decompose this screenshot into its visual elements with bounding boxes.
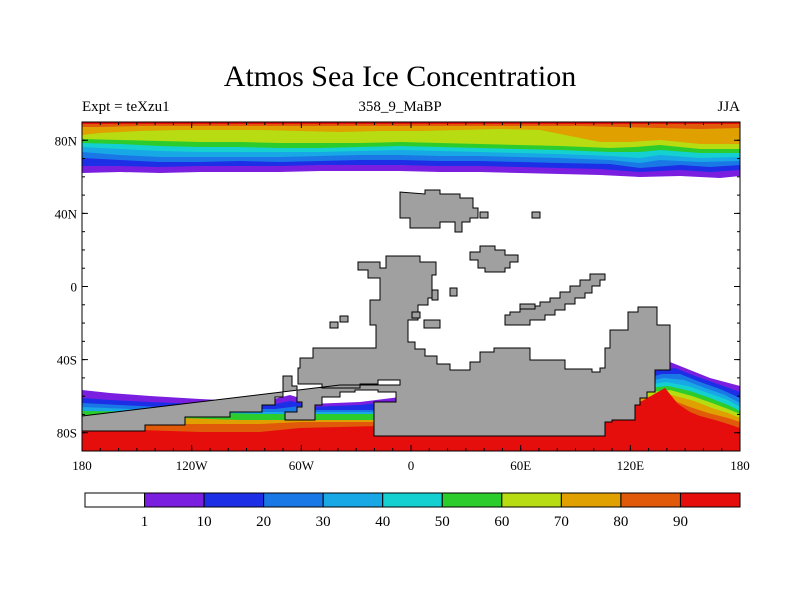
x-axis: 180 120W 60W 0 60E 120E 180 bbox=[72, 122, 750, 473]
season-label: JJA bbox=[717, 99, 740, 115]
colorbar-swatch bbox=[560, 492, 622, 508]
colorbar-label: 60 bbox=[494, 514, 509, 530]
x-tick-label: 60E bbox=[510, 458, 531, 473]
colorbar-swatch bbox=[441, 492, 503, 508]
experiment-label: Expt = teXzu1 bbox=[82, 99, 170, 115]
y-tick-label: 40N bbox=[55, 206, 78, 221]
y-tick-label: 40S bbox=[57, 353, 77, 368]
colorbar-label: 90 bbox=[673, 514, 688, 530]
x-tick-label: 120E bbox=[617, 458, 645, 473]
continents bbox=[82, 189, 671, 437]
colorbar-swatch bbox=[144, 492, 205, 508]
colorbar-label: 40 bbox=[375, 514, 390, 530]
colorbar-swatch bbox=[501, 492, 562, 508]
colorbar-swatch bbox=[620, 492, 681, 508]
arctic-sea-ice bbox=[82, 122, 740, 178]
y-axis: 80N 40N 0 40S 80S bbox=[55, 121, 740, 452]
colorbar-swatch bbox=[84, 492, 146, 508]
period-label: 358_9_MaBP bbox=[358, 99, 442, 115]
y-tick-label: 80S bbox=[57, 426, 77, 441]
x-tick-label: 180 bbox=[72, 458, 92, 473]
plot-title: Atmos Sea Ice Concentration bbox=[223, 60, 577, 93]
colorbar-swatch bbox=[322, 492, 384, 508]
colorbar-label: 20 bbox=[256, 514, 271, 530]
colorbar: 1 10 20 30 40 50 60 70 80 90 bbox=[84, 492, 741, 530]
y-tick-label: 0 bbox=[71, 280, 78, 295]
colorbar-swatch bbox=[263, 492, 324, 508]
x-tick-label: 60W bbox=[289, 458, 315, 473]
colorbar-swatch bbox=[382, 492, 443, 508]
x-tick-label: 0 bbox=[408, 458, 415, 473]
colorbar-label: 50 bbox=[435, 514, 450, 530]
colorbar-label: 1 bbox=[141, 514, 149, 530]
colorbar-swatch bbox=[679, 492, 741, 508]
y-tick-label: 80N bbox=[55, 133, 78, 148]
colorbar-label: 80 bbox=[613, 514, 628, 530]
colorbar-label: 10 bbox=[197, 514, 212, 530]
colorbar-label: 70 bbox=[554, 514, 569, 530]
x-tick-label: 120W bbox=[176, 458, 209, 473]
colorbar-swatch bbox=[203, 492, 265, 508]
colorbar-label: 30 bbox=[316, 514, 331, 530]
x-tick-label: 180 bbox=[730, 458, 750, 473]
